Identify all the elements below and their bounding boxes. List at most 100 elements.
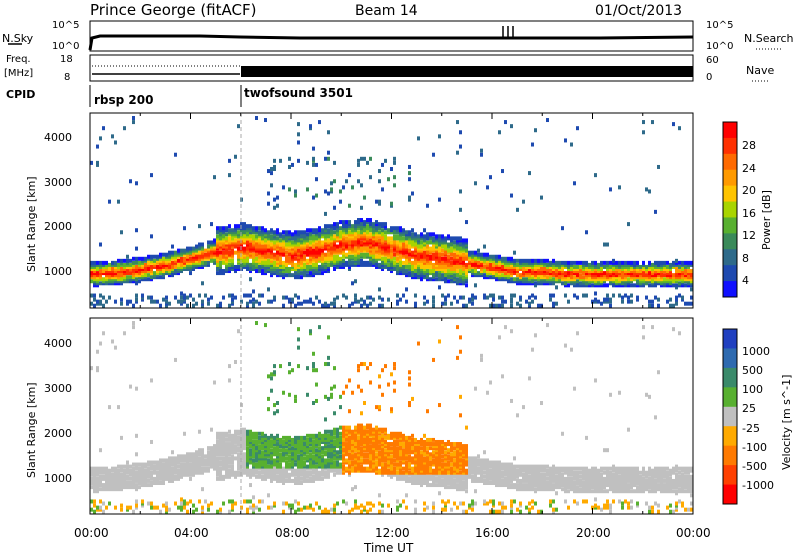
power-cell xyxy=(306,228,309,233)
power-cell xyxy=(537,262,540,267)
power-cell xyxy=(309,252,312,257)
velocity-cell xyxy=(315,468,318,473)
power-cell xyxy=(255,246,258,251)
power-cell xyxy=(144,271,147,276)
power-cell xyxy=(285,258,288,263)
power-cell xyxy=(525,264,528,269)
power-cell xyxy=(198,224,201,229)
power-cell xyxy=(108,262,111,267)
power-cell xyxy=(621,262,624,267)
power-cell xyxy=(654,267,657,271)
velocity-cell xyxy=(264,437,267,442)
velocity-cell xyxy=(288,448,291,453)
power-cell xyxy=(180,256,183,261)
power-cell xyxy=(225,232,228,237)
power-cell xyxy=(132,267,135,271)
power-cell xyxy=(108,271,111,276)
velocity-cell xyxy=(342,458,345,463)
velocity-cell xyxy=(165,464,168,469)
power-cell xyxy=(675,283,678,288)
velocity-cell xyxy=(267,468,270,473)
power-cell xyxy=(210,250,213,255)
power-cell xyxy=(663,279,666,284)
power-cell xyxy=(504,264,507,269)
velocity-cell xyxy=(309,437,312,442)
power-cell xyxy=(624,264,627,269)
power-cell xyxy=(669,281,672,286)
power-cell xyxy=(135,246,138,251)
power-cell xyxy=(636,269,639,274)
velocity-cell xyxy=(231,437,234,442)
power-cell xyxy=(297,301,300,306)
power-cell xyxy=(276,228,279,233)
velocity-cell xyxy=(135,487,138,492)
power-cell xyxy=(276,246,279,251)
power-cell xyxy=(417,236,420,241)
power-cell xyxy=(189,293,192,298)
power-cell xyxy=(126,269,129,274)
power-cell xyxy=(291,260,294,265)
power-cell xyxy=(501,303,504,308)
power-cell xyxy=(639,273,642,278)
velocity-cell xyxy=(228,468,231,473)
velocity-cell xyxy=(207,454,210,459)
power-cell xyxy=(579,264,582,269)
power-cell xyxy=(435,244,438,249)
power-cell xyxy=(459,207,462,212)
power-cell xyxy=(426,246,429,251)
power-cell xyxy=(474,273,477,278)
power-cell xyxy=(234,242,237,247)
nave-tick-bottom: 0 xyxy=(706,72,712,83)
power-cell xyxy=(684,301,687,306)
power-cell xyxy=(675,275,678,280)
velocity-cell xyxy=(114,466,117,471)
velocity-cell xyxy=(240,460,243,465)
power-cell xyxy=(645,273,648,278)
velocity-cell xyxy=(318,472,321,477)
velocity-cell xyxy=(330,458,333,463)
power-cell xyxy=(369,252,372,257)
power-cell xyxy=(408,242,411,247)
velocity-cell xyxy=(291,437,294,442)
velocity-cell xyxy=(111,478,114,483)
power-cell xyxy=(354,242,357,247)
velocity-cell xyxy=(240,439,243,444)
power-cell xyxy=(264,264,267,269)
power-cell xyxy=(570,264,573,269)
power-cell xyxy=(351,232,354,237)
power-cell xyxy=(582,279,585,284)
power-cell xyxy=(141,260,144,265)
power-cell xyxy=(360,220,363,225)
power-cell xyxy=(168,262,171,267)
power-cell xyxy=(633,277,636,282)
velocity-cell xyxy=(96,466,99,471)
power-cell xyxy=(324,226,327,231)
velocity-cell xyxy=(216,462,219,467)
power-cell xyxy=(534,283,537,288)
power-cell xyxy=(663,281,666,286)
power-cell xyxy=(282,260,285,265)
velocity-cell xyxy=(186,466,189,471)
power-cell xyxy=(264,228,267,233)
power-cell xyxy=(558,269,561,274)
power-cell xyxy=(654,279,657,284)
power-cell xyxy=(426,254,429,259)
power-cell xyxy=(264,248,267,253)
power-cell xyxy=(621,275,624,280)
power-cell xyxy=(333,205,336,210)
velocity-cell xyxy=(120,464,123,469)
velocity-cell xyxy=(210,456,213,461)
power-cell xyxy=(549,260,552,265)
power-cell xyxy=(555,260,558,265)
power-cell xyxy=(378,256,381,261)
power-cell xyxy=(681,269,684,274)
power-cell xyxy=(489,303,492,308)
velocity-cell xyxy=(90,476,93,481)
power-cell xyxy=(438,275,441,280)
power-cell xyxy=(483,252,486,257)
power-cell xyxy=(186,250,189,255)
velocity-cell xyxy=(252,450,255,455)
power-cell xyxy=(375,230,378,235)
power-cell xyxy=(396,240,399,245)
power-cell xyxy=(318,252,321,257)
